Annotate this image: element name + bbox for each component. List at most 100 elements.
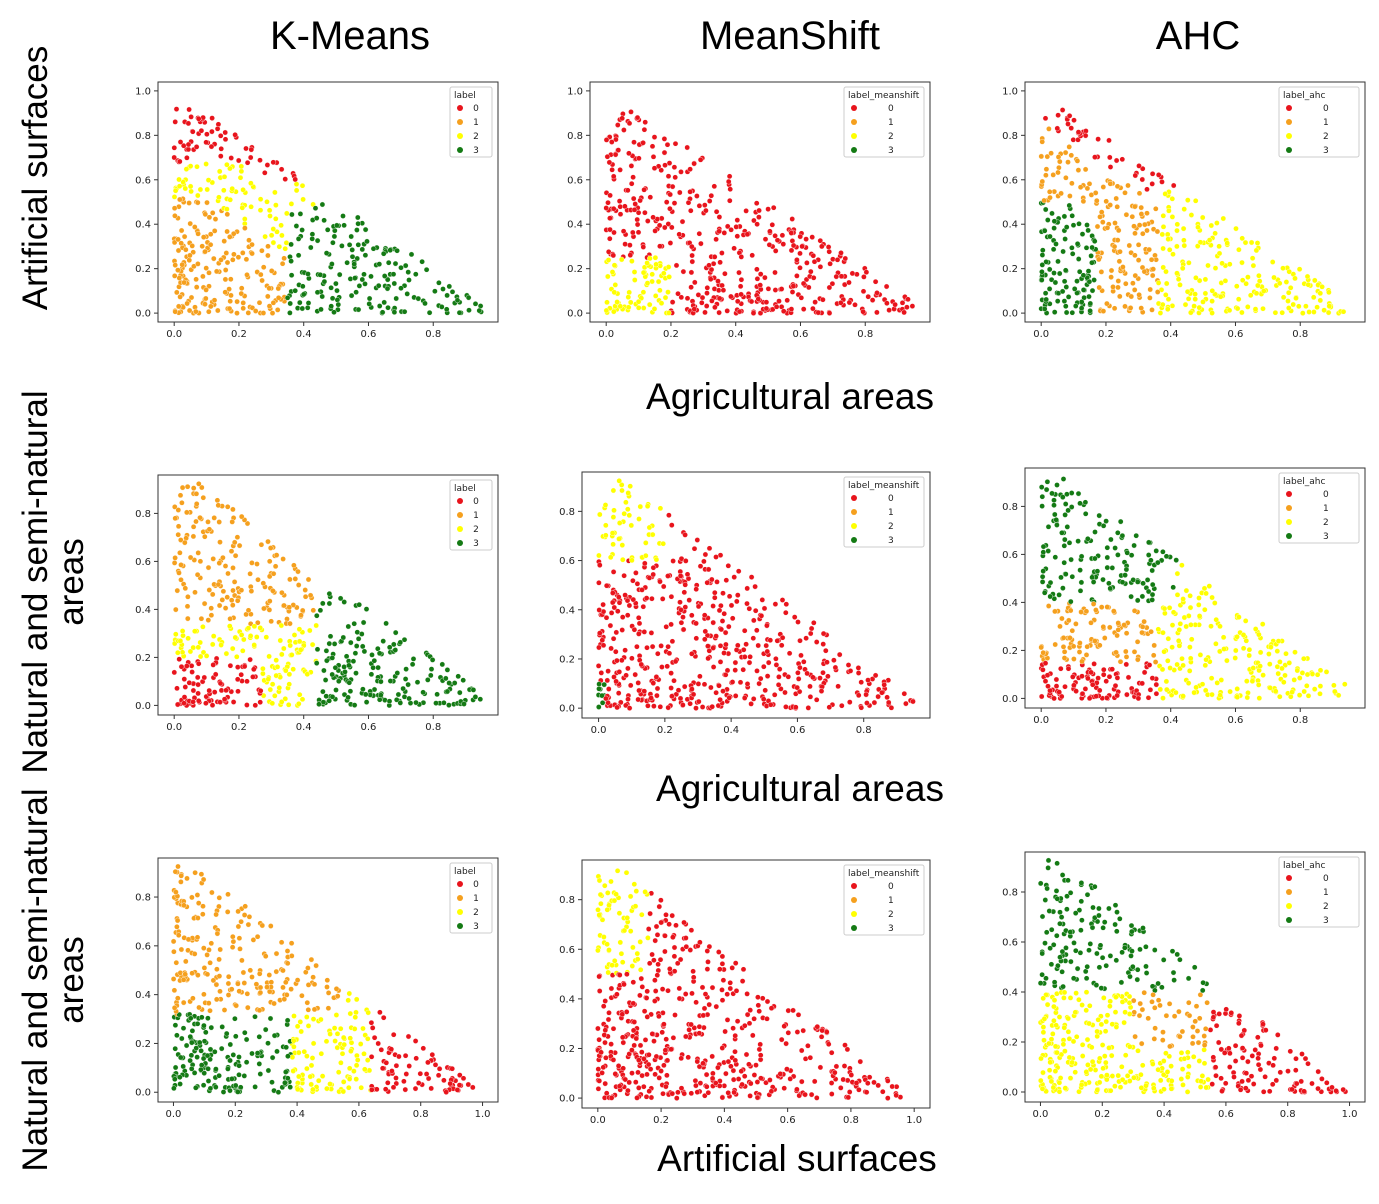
scatter-point — [741, 627, 748, 634]
scatter-point — [704, 290, 710, 296]
scatter-point — [203, 139, 209, 146]
scatter-point — [296, 691, 303, 698]
scatter-point — [1066, 540, 1073, 546]
scatter-point — [1045, 603, 1052, 609]
scatter-point — [677, 599, 683, 605]
scatter-point — [679, 218, 686, 225]
scatter-point — [621, 572, 627, 579]
scatter-point — [1139, 1006, 1146, 1013]
scatter-point — [1292, 1067, 1299, 1073]
scatter-point — [300, 196, 306, 203]
scatter-point — [702, 991, 709, 997]
scatter-point — [1055, 962, 1061, 969]
scatter-point — [661, 136, 668, 142]
y-tick-label: 0.8 — [559, 507, 575, 518]
scatter-point — [1097, 214, 1103, 220]
scatter-point — [1154, 228, 1161, 235]
scatter-point — [1148, 628, 1154, 635]
scatter-point — [755, 296, 762, 302]
scatter-point — [173, 631, 179, 637]
scatter-point — [675, 687, 682, 693]
scatter-point — [393, 1080, 400, 1087]
scatter-point — [676, 231, 682, 238]
x-tick-label: 0.8 — [857, 329, 873, 340]
scatter-point — [1141, 618, 1147, 625]
scatter-point — [817, 675, 823, 681]
scatter-point — [659, 596, 666, 602]
scatter-point — [222, 276, 229, 283]
scatter-point — [223, 687, 229, 694]
scatter-point — [174, 917, 181, 924]
scatter-point — [639, 587, 645, 593]
scatter-point — [1114, 909, 1120, 915]
scatter-point — [1200, 299, 1206, 305]
scatter-point — [267, 545, 274, 551]
scatter-point — [259, 247, 265, 254]
scatter-point — [1065, 1028, 1072, 1035]
scatter-point — [653, 923, 660, 930]
scatter-point — [1050, 1084, 1057, 1091]
scatter-point — [644, 260, 650, 266]
legend-entry: 2 — [473, 525, 479, 535]
scatter-point — [1082, 686, 1089, 692]
scatter-point — [711, 589, 718, 596]
scatter-point — [1144, 186, 1150, 193]
scatter-point — [1220, 215, 1227, 222]
scatter-point — [1043, 486, 1050, 493]
scatter-point — [689, 686, 695, 692]
scatter-point — [195, 116, 202, 122]
scatter-point — [218, 1045, 225, 1052]
scatter-point — [830, 256, 836, 262]
scatter-point — [286, 604, 293, 611]
row1-x-label: Agricultural areas — [646, 376, 934, 417]
scatter-point — [1254, 1034, 1261, 1041]
scatter-point — [1323, 669, 1330, 675]
scatter-point — [313, 612, 320, 619]
scatter-point — [1160, 1058, 1167, 1064]
scatter-point — [1153, 548, 1159, 554]
scatter-point — [1039, 178, 1046, 185]
scatter-point — [172, 1076, 178, 1082]
scatter-point — [721, 610, 727, 617]
scatter-point — [310, 1086, 316, 1093]
scatter-point — [190, 995, 196, 1002]
scatter-point — [433, 700, 439, 706]
scatter-point — [697, 157, 704, 163]
scatter-point — [1098, 269, 1105, 275]
scatter-point — [712, 304, 718, 311]
scatter-point — [294, 1023, 301, 1030]
scatter-point — [1074, 240, 1081, 247]
scatter-point — [172, 1064, 179, 1071]
scatter-point — [241, 1029, 248, 1036]
scatter-point — [623, 1009, 630, 1015]
scatter-point — [1209, 1081, 1215, 1087]
scatter-point — [170, 938, 177, 945]
scatter-point — [643, 552, 649, 559]
scatter-point — [626, 512, 633, 519]
scatter-point — [1210, 1009, 1217, 1015]
scatter-point — [603, 137, 610, 143]
y-tick-label: 0.2 — [1002, 646, 1018, 657]
scatter-point — [257, 207, 264, 213]
scatter-point — [1137, 946, 1143, 953]
scatter-point — [236, 1062, 242, 1069]
scatter-point — [701, 681, 708, 688]
scatter-point — [622, 647, 628, 653]
scatter-point — [737, 679, 744, 686]
scatter-point — [1179, 562, 1185, 568]
column-title-meanshift: MeanShift — [699, 14, 881, 58]
x-tick-label: 0.0 — [166, 329, 182, 340]
scatter-point — [649, 143, 656, 150]
scatter-point — [641, 629, 648, 635]
scatter-point — [258, 541, 265, 548]
scatter-point — [1209, 287, 1216, 294]
legend-entry: 0 — [888, 494, 894, 504]
legend-entry: 1 — [473, 511, 479, 521]
scatter-point — [1079, 690, 1086, 697]
scatter-point — [1104, 1012, 1111, 1018]
scatter-point — [1157, 686, 1164, 693]
scatter-point — [596, 988, 603, 994]
scatter-point — [238, 168, 245, 175]
scatter-point — [635, 614, 642, 621]
scatter-point — [1298, 1078, 1305, 1085]
